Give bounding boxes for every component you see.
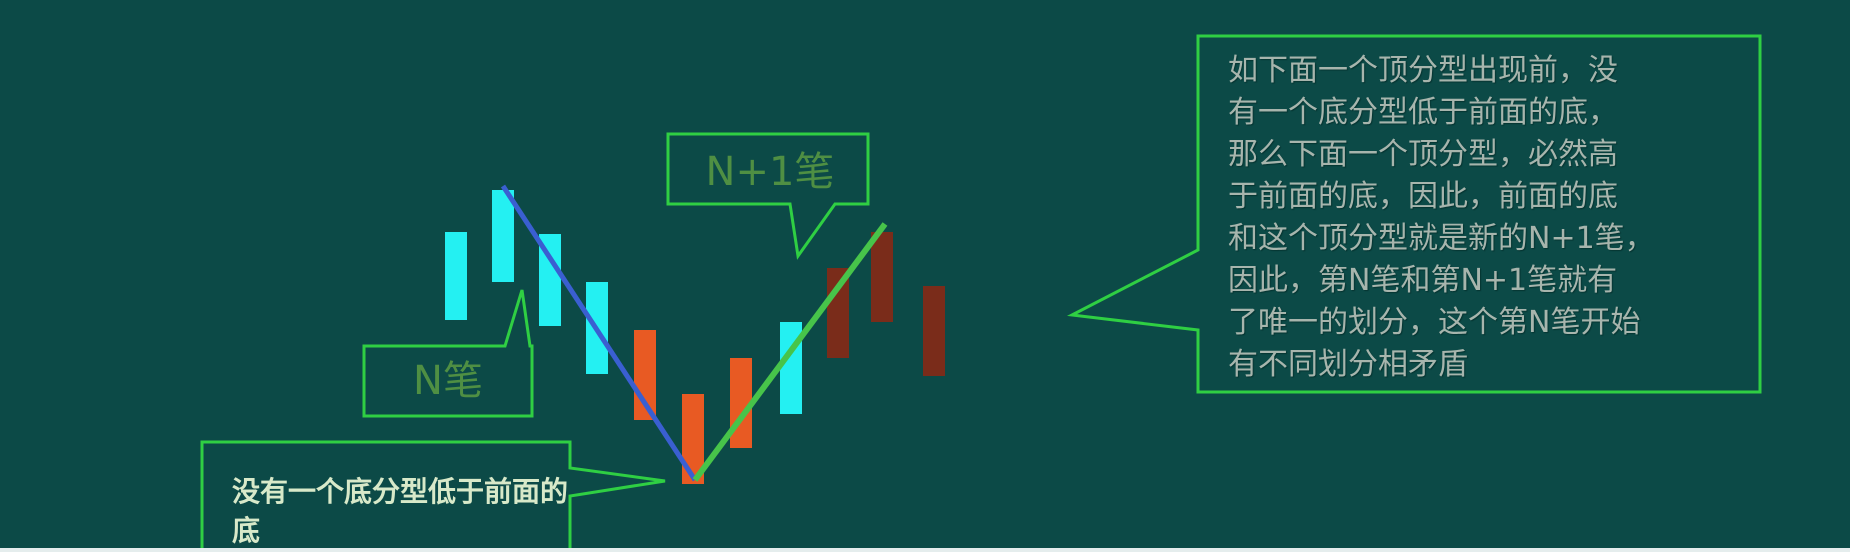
bottom-border: [0, 548, 1850, 552]
callout-left-note-text: 没有一个底分型低于前面的底: [232, 475, 569, 547]
callout-right-note-bubble: [1066, 34, 1762, 394]
callout-right-note-text: 如下面一个顶分型出现前，没 有一个底分型低于前面的底， 那么下面一个顶分型，必然…: [1228, 53, 1655, 382]
callout-n1-bubble: [666, 132, 870, 260]
candle-3: [539, 234, 561, 326]
candle-10: [871, 232, 893, 322]
callout-left-note-bubble: [200, 440, 666, 552]
candle-6: [682, 394, 704, 484]
stroke-n-line: [500, 184, 698, 482]
stroke-n-plus-1-line: [692, 222, 888, 482]
callout-n-bubble: [362, 289, 534, 418]
candle-1: [445, 232, 467, 320]
candle-11: [923, 286, 945, 376]
candle-2: [492, 190, 514, 282]
callout-n1-label: N+1笔: [705, 149, 835, 195]
callout-n-label: N笔: [413, 358, 483, 404]
